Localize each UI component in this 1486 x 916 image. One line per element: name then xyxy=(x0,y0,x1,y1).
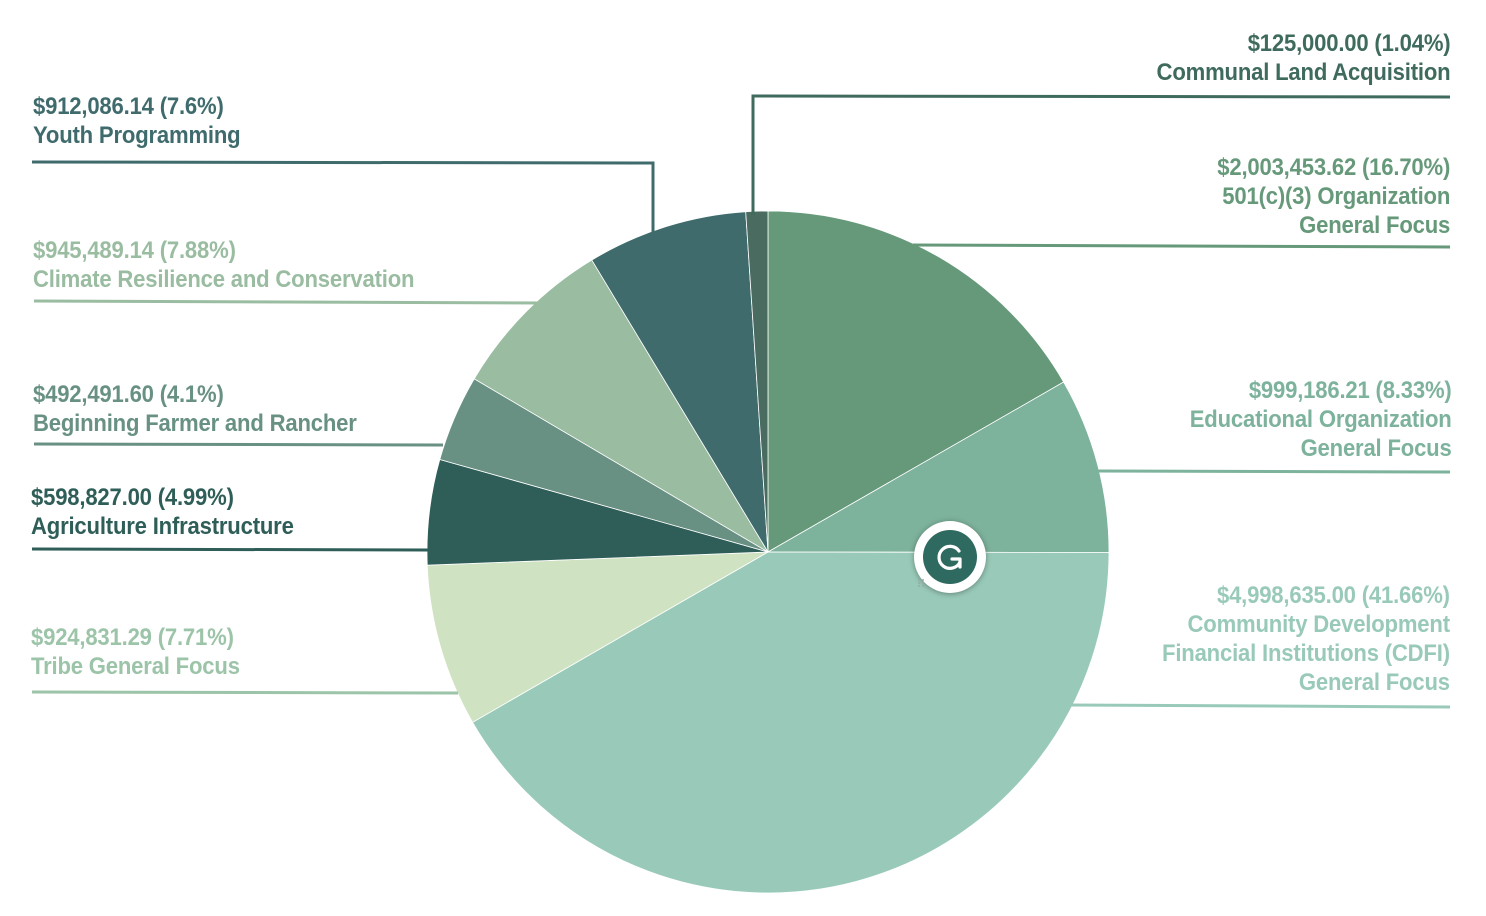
label-cdfi-name: Community Development xyxy=(1187,611,1451,638)
label-agriculture-name: Agriculture Infrastructure xyxy=(31,513,294,540)
label-tribe: $924,831.29 (7.71%) Tribe General Focus xyxy=(31,623,240,681)
label-communal-land-name: Communal Land Acquisition xyxy=(1156,59,1450,86)
label-youth-name: Youth Programming xyxy=(33,122,241,149)
pie-slice-cdfi xyxy=(472,551,1110,894)
leader-line-501c3 xyxy=(912,243,1451,249)
label-cdfi: $4,998,635.00 (41.66%) Community Develop… xyxy=(1162,581,1450,697)
pie-slice-501c3 xyxy=(767,210,1065,553)
label-youth-value: $912,086.14 (7.6%) xyxy=(33,93,224,120)
leader-line-educational xyxy=(1097,469,1451,474)
leader-line-climate xyxy=(33,299,541,305)
label-cdfi-value: $4,998,635.00 (41.66%) xyxy=(1217,582,1450,609)
label-agriculture-value: $598,827.00 (4.99%) xyxy=(31,484,234,511)
drag-handle-icon[interactable] xyxy=(917,578,925,588)
label-cdfi-name-2: Financial Institutions (CDFI) xyxy=(1162,640,1450,667)
label-educational: $999,186.21 (8.33%) Educational Organiza… xyxy=(1190,376,1452,463)
label-communal-land: $125,000.00 (1.04%) Communal Land Acquis… xyxy=(1156,29,1450,87)
leader-line-youth xyxy=(31,160,655,238)
label-agriculture: $598,827.00 (4.99%) Agriculture Infrastr… xyxy=(31,483,294,541)
grammarly-icon[interactable] xyxy=(914,521,986,593)
pie-slice-communal-land xyxy=(745,210,769,553)
label-beginning-farmer: $492,491.60 (4.1%) Beginning Farmer and … xyxy=(33,380,357,438)
leader-line-tribe xyxy=(31,690,459,695)
label-cdfi-name-3: General Focus xyxy=(1299,669,1450,696)
label-501c3: $2,003,453.62 (16.70%) 501(c)(3) Organiz… xyxy=(1217,153,1450,240)
label-educational-value: $999,186.21 (8.33%) xyxy=(1249,377,1452,404)
label-educational-name-2: General Focus xyxy=(1301,435,1452,462)
label-tribe-name: Tribe General Focus xyxy=(31,653,240,680)
label-501c3-name: 501(c)(3) Organization xyxy=(1222,183,1450,210)
label-501c3-name-2: General Focus xyxy=(1299,212,1450,239)
pie-slice-educational xyxy=(766,381,1110,553)
pie-slice-tribe xyxy=(426,551,769,723)
leader-line-communal-land xyxy=(751,94,1451,215)
label-educational-name: Educational Organization xyxy=(1190,406,1452,433)
pie-slice-youth xyxy=(591,211,769,553)
label-climate-value: $945,489.14 (7.88%) xyxy=(33,237,236,264)
leader-line-beginning-farmer xyxy=(33,442,444,447)
label-climate: $945,489.14 (7.88%) Climate Resilience a… xyxy=(33,236,414,294)
label-communal-land-value: $125,000.00 (1.04%) xyxy=(1247,30,1450,57)
label-501c3-value: $2,003,453.62 (16.70%) xyxy=(1217,154,1450,181)
label-beginning-farmer-value: $492,491.60 (4.1%) xyxy=(33,381,224,408)
label-beginning-farmer-name: Beginning Farmer and Rancher xyxy=(33,410,357,437)
leader-line-cdfi xyxy=(1069,703,1451,709)
label-climate-name: Climate Resilience and Conservation xyxy=(33,266,415,293)
grammarly-g-icon xyxy=(923,530,977,584)
leader-line-agriculture xyxy=(31,547,429,552)
label-tribe-value: $924,831.29 (7.71%) xyxy=(31,624,234,651)
pie-slice-climate xyxy=(473,259,769,553)
label-youth: $912,086.14 (7.6%) Youth Programming xyxy=(33,92,241,150)
